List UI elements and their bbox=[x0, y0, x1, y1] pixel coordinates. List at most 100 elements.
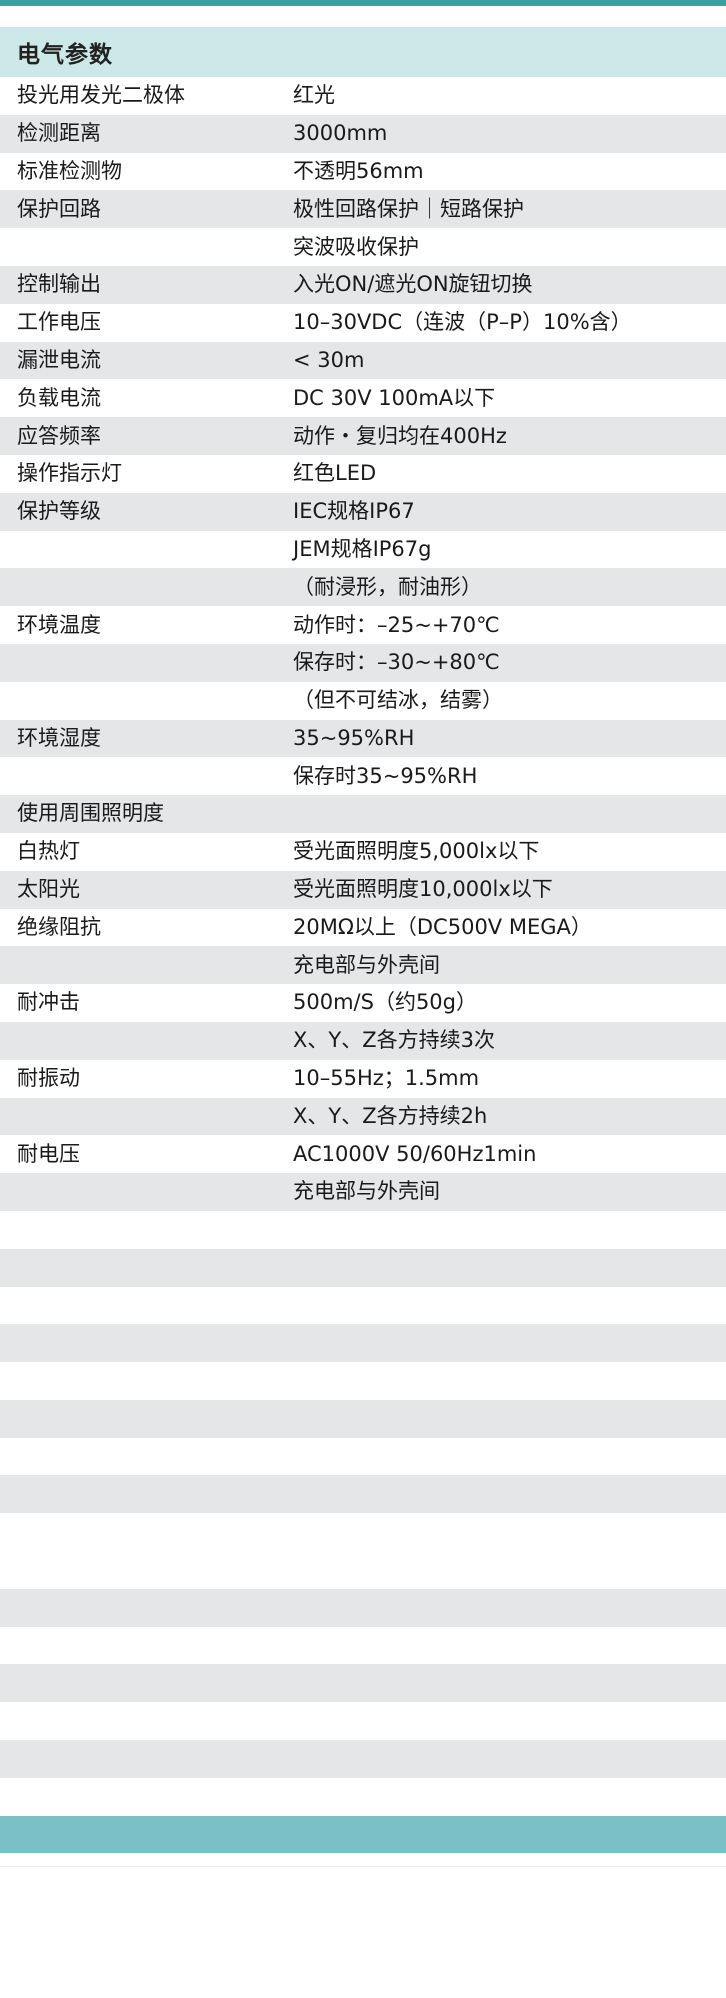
spec-value: DC 30V 100mA以下 bbox=[293, 385, 496, 410]
spec-label: 控制输出 bbox=[17, 272, 101, 297]
table-row bbox=[0, 1664, 726, 1703]
page-edge-line bbox=[0, 1865, 726, 1867]
spec-label: 保护回路 bbox=[17, 196, 101, 221]
table-row: X、Y、Z各方持续3次 bbox=[0, 1021, 726, 1060]
table-row: 白热灯 受光面照明度5,000lx以下 bbox=[0, 832, 726, 871]
spec-label: 白热灯 bbox=[17, 839, 80, 864]
spec-table: 投光用发光二极体 红光检测距离 3000mm 标准检测物 不透明56mm 保护回路 极性回路… bbox=[0, 77, 726, 1816]
table-row: 漏泄电流 < 30m bbox=[0, 341, 726, 380]
spec-value: 不透明56mm bbox=[293, 158, 424, 183]
table-row: JEM规格IP67g bbox=[0, 530, 726, 569]
spec-value: 受光面照明度5,000lx以下 bbox=[293, 839, 540, 864]
spec-value: 入光ON/遮光ON旋钮切换 bbox=[293, 272, 533, 297]
spec-value: 20MΩ以上（DC500V MEGA） bbox=[293, 914, 592, 939]
table-row: 突波吸收保护 bbox=[0, 228, 726, 266]
spec-value: 突波吸收保护 bbox=[293, 234, 419, 259]
spec-value: IEC规格IP67 bbox=[293, 499, 415, 524]
spec-value: 动作时：–25~+70℃ bbox=[293, 612, 500, 637]
table-row: 充电部与外壳间 bbox=[0, 946, 726, 985]
section-title: 电气参数 bbox=[17, 42, 113, 68]
table-row bbox=[0, 1588, 726, 1627]
spec-value: 充电部与外壳间 bbox=[293, 952, 440, 977]
section-header: 电气参数 bbox=[0, 27, 726, 77]
table-row: 环境湿度 35~95%RH bbox=[0, 719, 726, 758]
spec-value: 保存时：–30~+80℃ bbox=[293, 650, 500, 675]
table-row: 保护回路 极性回路保护｜短路保护 bbox=[0, 190, 726, 229]
table-row bbox=[0, 1286, 726, 1325]
spec-label: 检测距离 bbox=[17, 121, 101, 146]
table-row bbox=[0, 1777, 726, 1816]
spec-label: 应答频率 bbox=[17, 423, 101, 448]
table-row: 耐冲击 500m/S（约50g） bbox=[0, 984, 726, 1022]
table-row: X、Y、Z各方持续2h bbox=[0, 1097, 726, 1136]
table-row: （耐浸形，耐油形） bbox=[0, 568, 726, 607]
spec-label: 环境湿度 bbox=[17, 725, 101, 750]
spec-value: 10–55Hz；1.5mm bbox=[293, 1066, 480, 1091]
table-row bbox=[0, 1740, 726, 1778]
spec-label: 耐电压 bbox=[17, 1141, 80, 1166]
table-row bbox=[0, 1513, 726, 1589]
table-row bbox=[0, 1437, 726, 1476]
spec-value: X、Y、Z各方持续2h bbox=[293, 1103, 488, 1128]
spec-value: （但不可结冰，结雾） bbox=[293, 688, 503, 713]
table-row: （但不可结冰，结雾） bbox=[0, 681, 726, 720]
table-row: 太阳光 受光面照明度10,000lx以下 bbox=[0, 870, 726, 909]
spec-value: 10–30VDC（连波（P–P）10%含） bbox=[293, 310, 632, 335]
spec-value: 500m/S（约50g） bbox=[293, 990, 477, 1015]
spec-value: 动作・复归均在400Hz bbox=[293, 423, 507, 448]
table-row: 检测距离 3000mm bbox=[0, 114, 726, 153]
spec-value: （耐浸形，耐油形） bbox=[293, 574, 482, 599]
table-row: 操作指示灯 红色LED bbox=[0, 454, 726, 493]
spec-value: < 30m bbox=[293, 347, 365, 372]
spec-label: 操作指示灯 bbox=[17, 461, 122, 486]
table-row bbox=[0, 1626, 726, 1665]
table-row: 应答频率 动作・复归均在400Hz bbox=[0, 417, 726, 455]
spec-value: 35~95%RH bbox=[293, 725, 415, 750]
spec-label: 耐冲击 bbox=[17, 990, 80, 1015]
table-row: 耐电压 AC1000V 50/60Hz1min bbox=[0, 1135, 726, 1174]
spec-label: 工作电压 bbox=[17, 310, 101, 335]
table-row bbox=[0, 1324, 726, 1363]
spec-value: AC1000V 50/60Hz1min bbox=[293, 1141, 537, 1166]
spec-value: JEM规格IP67g bbox=[293, 536, 432, 561]
table-row bbox=[0, 1702, 726, 1741]
table-row: 保存时35~95%RH bbox=[0, 757, 726, 796]
spec-label: 太阳光 bbox=[17, 877, 80, 902]
spec-label: 绝缘阻抗 bbox=[17, 914, 101, 939]
spec-value: 充电部与外壳间 bbox=[293, 1179, 440, 1204]
table-row: 充电部与外壳间 bbox=[0, 1173, 726, 1211]
table-row: 耐振动 10–55Hz；1.5mm bbox=[0, 1059, 726, 1098]
top-accent-bar bbox=[0, 0, 726, 6]
spec-label: 保护等级 bbox=[17, 499, 101, 524]
spec-value: X、Y、Z各方持续3次 bbox=[293, 1028, 495, 1053]
spec-label: 环境温度 bbox=[17, 612, 101, 637]
table-row: 保护等级 IEC规格IP67 bbox=[0, 492, 726, 531]
table-row bbox=[0, 1399, 726, 1438]
table-row bbox=[0, 1248, 726, 1287]
table-row: 控制输出 入光ON/遮光ON旋钮切换 bbox=[0, 265, 726, 304]
table-row: 使用周围照明度 bbox=[0, 795, 726, 833]
table-row bbox=[0, 1362, 726, 1400]
table-row: 绝缘阻抗 20MΩ以上（DC500V MEGA） bbox=[0, 908, 726, 947]
spec-value: 受光面照明度10,000lx以下 bbox=[293, 877, 553, 902]
spec-value: 3000mm bbox=[293, 121, 388, 146]
table-row: 保存时：–30~+80℃ bbox=[0, 643, 726, 682]
spec-label: 漏泄电流 bbox=[17, 347, 101, 372]
table-row: 投光用发光二极体 红光 bbox=[0, 77, 726, 115]
spec-label: 使用周围照明度 bbox=[17, 801, 164, 826]
spec-label: 负载电流 bbox=[17, 385, 101, 410]
spec-label: 耐振动 bbox=[17, 1066, 80, 1091]
table-row: 环境温度 动作时：–25~+70℃ bbox=[0, 606, 726, 644]
bottom-accent-band bbox=[0, 1815, 726, 1853]
spec-value: 保存时35~95%RH bbox=[293, 763, 478, 788]
table-row bbox=[0, 1210, 726, 1249]
table-row: 标准检测物 不透明56mm bbox=[0, 152, 726, 191]
spec-label: 标准检测物 bbox=[17, 158, 122, 183]
spec-value: 极性回路保护｜短路保护 bbox=[293, 196, 524, 221]
table-row: 工作电压 10–30VDC（连波（P–P）10%含） bbox=[0, 303, 726, 342]
spec-value: 红色LED bbox=[293, 461, 377, 486]
table-row bbox=[0, 1475, 726, 1514]
spec-label: 投光用发光二极体 bbox=[17, 83, 185, 108]
spec-value: 红光 bbox=[293, 83, 335, 108]
